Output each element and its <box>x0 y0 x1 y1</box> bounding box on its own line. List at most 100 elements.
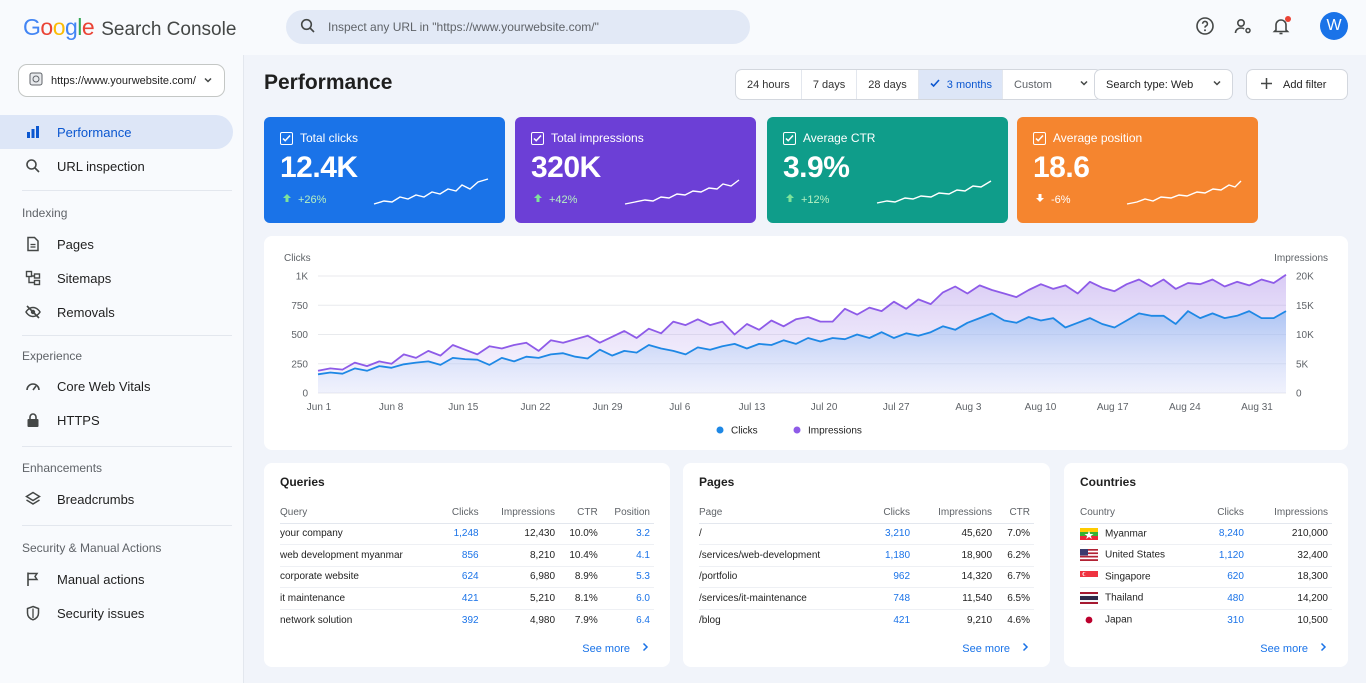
divider <box>22 335 232 336</box>
search-console-logo[interactable]: Google Search Console <box>23 14 236 41</box>
range-3-months[interactable]: 3 months <box>918 70 1004 99</box>
sitemap-icon <box>24 270 41 287</box>
country-name: United States <box>1105 549 1166 561</box>
sidebar-item-url-inspection[interactable]: URL inspection <box>0 149 233 183</box>
query-cell: it maintenance <box>280 587 443 610</box>
x-tick-label: Aug 10 <box>1025 402 1057 413</box>
table-row[interactable]: it maintenance 421 5,210 8.1% 6.0 <box>280 587 654 610</box>
column-header[interactable]: CTR <box>559 503 602 524</box>
table-row[interactable]: United States 1,120 32,400 <box>1080 544 1332 567</box>
account-avatar[interactable]: W <box>1320 12 1348 40</box>
range-28-days[interactable]: 28 days <box>857 70 919 99</box>
table-row[interactable]: network solution 392 4,980 7.9% 6.4 <box>280 609 654 631</box>
clicks-cell: 480 <box>1203 587 1248 610</box>
right-tick-label: 15K <box>1296 301 1314 312</box>
impressions-cell: 9,210 <box>967 614 993 626</box>
position-cell: 6.4 <box>636 614 650 626</box>
x-tick-label: Jun 22 <box>520 402 550 413</box>
sidebar-item-https[interactable]: HTTPS <box>0 403 233 437</box>
range-24-hours[interactable]: 24 hours <box>736 70 802 99</box>
x-tick-label: Aug 31 <box>1241 402 1273 413</box>
divider <box>22 446 232 447</box>
metric-card-total-clicks[interactable]: Total clicks 12.4K +26% <box>264 117 505 223</box>
metric-card-average-ctr[interactable]: Average CTR 3.9% +12% <box>767 117 1008 223</box>
country-cell: Myanmar <box>1080 523 1204 545</box>
url-inspection-search[interactable]: Inspect any URL in "https://www.yourwebs… <box>286 10 750 44</box>
section-security: Security & Manual Actions <box>22 541 162 555</box>
x-tick-label: Aug 17 <box>1097 402 1129 413</box>
column-header[interactable]: Query <box>280 503 443 524</box>
table-row[interactable]: /blog 421 9,210 4.6% <box>699 609 1034 631</box>
metric-value: 12.4K <box>280 151 358 184</box>
x-tick-label: Aug 24 <box>1169 402 1201 413</box>
see-more-countries-link[interactable]: See more <box>1260 642 1328 655</box>
impressions-cell: 45,620 <box>914 523 997 545</box>
metric-change: +42% <box>549 193 578 206</box>
range-7-days[interactable]: 7 days <box>802 70 858 99</box>
impressions-cell: 4,980 <box>529 614 556 626</box>
x-tick-label: Jul 6 <box>669 402 691 413</box>
column-header[interactable]: CTR <box>996 503 1034 524</box>
legend-label-clicks: Clicks <box>731 426 758 437</box>
column-header[interactable]: Country <box>1080 503 1204 524</box>
column-header[interactable]: Impressions <box>482 503 560 524</box>
notification-badge <box>1285 16 1291 22</box>
table-row[interactable]: your company 1,248 12,430 10.0% 3.2 <box>280 523 654 545</box>
usa-flag-icon <box>1080 549 1098 562</box>
table-row[interactable]: corporate website 624 6,980 8.9% 5.3 <box>280 566 654 588</box>
manage-users-icon[interactable] <box>1232 15 1254 37</box>
metric-card-average-position[interactable]: Average position 18.6 -6% <box>1017 117 1258 223</box>
search-type-dropdown[interactable]: Search type: Web <box>1094 69 1233 100</box>
queries-panel: Queries Query Clicks Impressions CTR Pos… <box>264 463 670 667</box>
sparkline <box>373 178 489 205</box>
x-tick-label: Jun 8 <box>379 402 404 413</box>
series-line-clicks <box>317 310 1287 376</box>
add-filter-button[interactable]: Add filter <box>1246 69 1348 100</box>
table-row[interactable]: Japan 310 10,500 <box>1080 609 1332 631</box>
sidebar-item-performance[interactable]: Performance <box>0 115 233 149</box>
table-row[interactable]: Myanmar 8,240 210,000 <box>1080 523 1332 545</box>
metric-card-total-impressions[interactable]: Total impressions 320K +42% <box>515 117 756 223</box>
left-tick-label: 0 <box>302 389 308 400</box>
clicks-cell: 856 <box>442 544 483 567</box>
chevron-down-icon <box>1078 77 1090 92</box>
table-row[interactable]: /3,210 45,620 7.0% <box>699 523 1034 545</box>
property-selector[interactable]: https://www.yourwebsite.com/ <box>18 64 225 97</box>
sidebar-item-security-issues[interactable]: Security issues <box>0 596 233 630</box>
left-tick-label: 750 <box>291 301 308 312</box>
sparkline <box>1126 180 1242 205</box>
range-custom[interactable]: Custom <box>1003 70 1101 99</box>
notifications-icon[interactable] <box>1270 15 1292 37</box>
divider <box>22 525 232 526</box>
flag-icon <box>24 571 41 588</box>
column-header[interactable]: Clicks <box>1203 503 1248 524</box>
sidebar-item-core-web-vitals[interactable]: Core Web Vitals <box>0 369 233 403</box>
column-header[interactable]: Position <box>601 503 654 524</box>
country-cell: Thailand <box>1080 587 1204 610</box>
country-cell: Singapore <box>1080 566 1204 588</box>
sidebar-item-manual-actions[interactable]: Manual actions <box>0 562 233 596</box>
range-label: 3 months <box>946 78 993 91</box>
see-more-queries-link[interactable]: See more <box>582 642 650 655</box>
sidebar-item-pages[interactable]: Pages <box>0 227 233 261</box>
column-header[interactable]: Impressions <box>1247 503 1332 524</box>
position-cell: 3.2 <box>601 523 654 545</box>
column-header[interactable]: Page <box>699 503 871 524</box>
table-row[interactable]: Thailand 480 14,200 <box>1080 587 1332 610</box>
sidebar-item-removals[interactable]: Removals <box>0 295 233 329</box>
help-icon[interactable] <box>1194 15 1216 37</box>
see-more-pages-link[interactable]: See more <box>962 642 1030 655</box>
table-row[interactable]: /services/it-maintenance 748 11,540 6.5% <box>699 587 1034 610</box>
ctr-cell: 6.7% <box>996 566 1034 588</box>
legend-marker-impressions <box>793 426 801 434</box>
column-header[interactable]: Clicks <box>870 503 915 524</box>
sidebar-item-breadcrumbs[interactable]: Breadcrumbs <box>0 482 233 516</box>
table-row[interactable]: web development myanmar 856 8,210 10.4% 4.1 <box>280 544 654 567</box>
sidebar-item-label: Manual actions <box>57 571 145 587</box>
table-row[interactable]: Singapore 620 18,300 <box>1080 566 1332 588</box>
column-header[interactable]: Impressions <box>914 503 997 524</box>
column-header[interactable]: Clicks <box>442 503 483 524</box>
sidebar-item-sitemaps[interactable]: Sitemaps <box>0 261 233 295</box>
table-row[interactable]: /portfolio 962 14,320 6.7% <box>699 566 1034 588</box>
table-row[interactable]: /services/web-development 1,180 18,900 6.2% <box>699 544 1034 567</box>
